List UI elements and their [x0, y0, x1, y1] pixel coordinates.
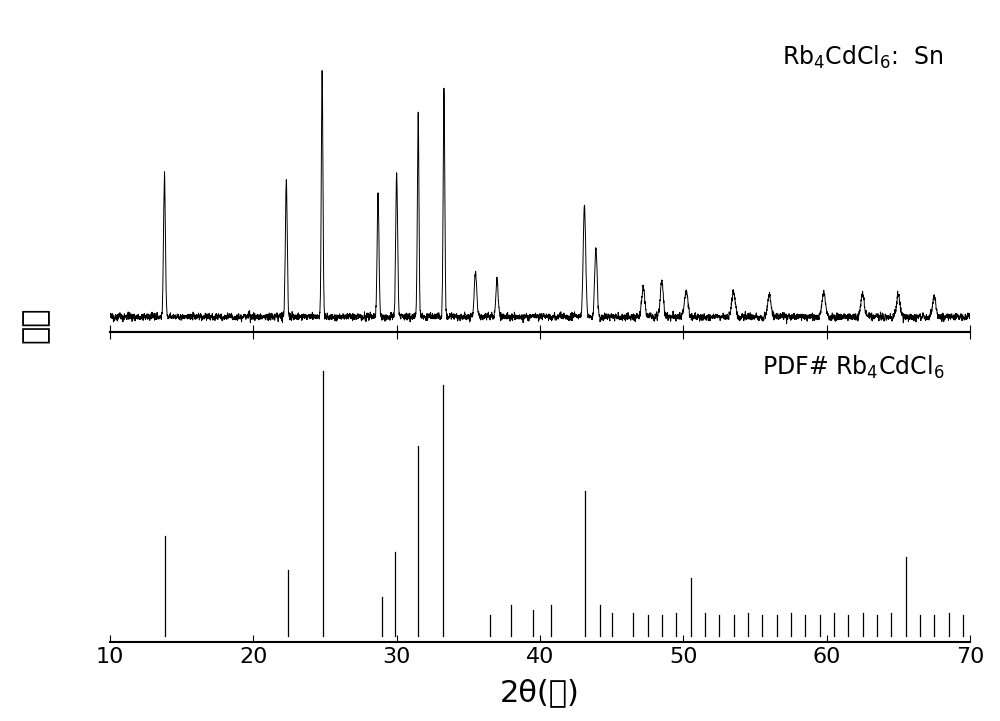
X-axis label: 2θ(度): 2θ(度) [500, 678, 580, 707]
Text: 强度: 强度 [20, 306, 50, 342]
Text: Rb$_4$CdCl$_6$:  Sn: Rb$_4$CdCl$_6$: Sn [782, 43, 944, 71]
Text: PDF# Rb$_4$CdCl$_6$: PDF# Rb$_4$CdCl$_6$ [762, 353, 944, 381]
